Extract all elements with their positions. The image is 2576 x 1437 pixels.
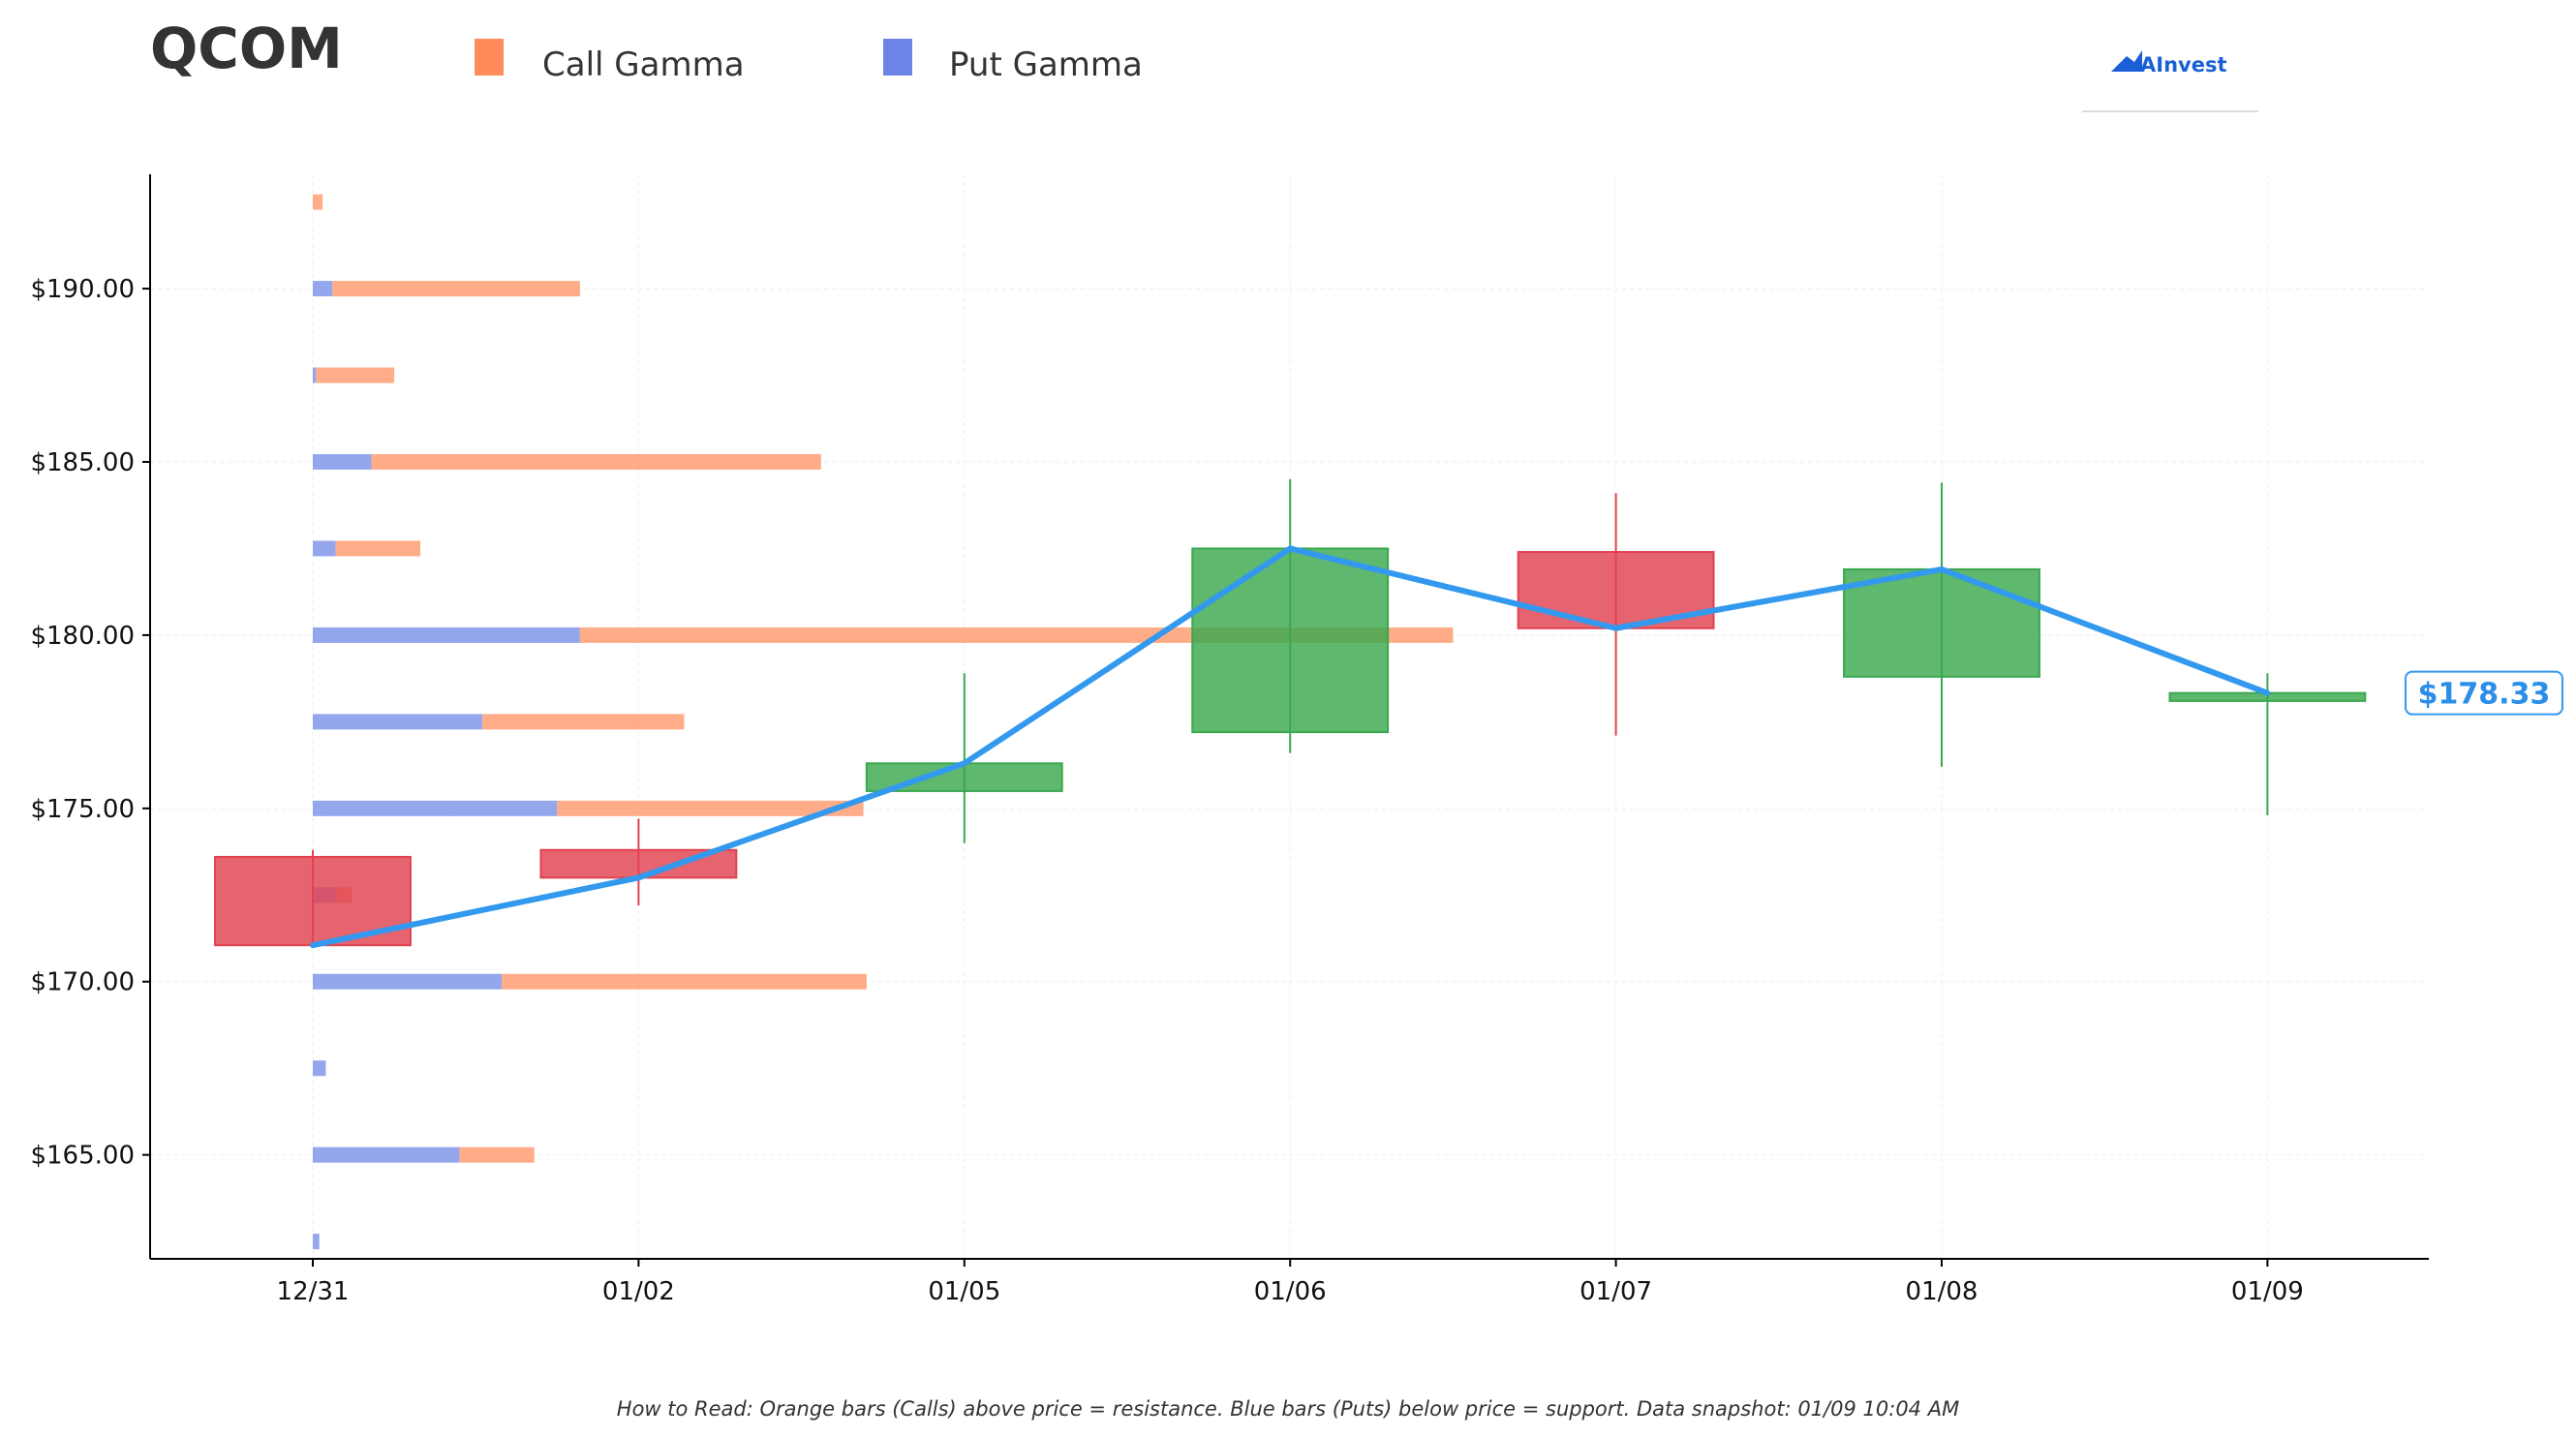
legend-swatch-call [475,39,504,76]
call-gamma-bar [502,973,867,990]
put-gamma-bar [313,1234,320,1250]
put-gamma-bar [313,627,580,643]
put-gamma-bar [313,800,558,816]
y-tick-label: $165.00 [30,1142,135,1171]
put-gamma-bar [313,367,317,383]
candle-body [1843,567,2040,678]
x-tick-label: 12/31 [277,1277,350,1306]
x-tick-label: 01/06 [1254,1277,1327,1306]
x-tick-label: 01/07 [1579,1277,1652,1306]
legend-swatch-put [883,39,912,76]
legend-label-put: Put Gamma [949,46,1143,84]
put-gamma-bar [313,1147,460,1163]
call-gamma-bar [481,714,685,730]
price-line-layer [310,545,2271,949]
y-tick-label: $190.00 [30,275,135,304]
logo-text: AInvest [2140,53,2227,76]
footer-note: How to Read: Orange bars (Calls) above p… [617,1397,1959,1421]
axes: $165.00 $170.00 $175.00 $180.00 $185.00 $190.… [30,174,2429,1306]
y-tick-label: $185.00 [30,448,135,477]
current-price-tag: $178.33 [2405,670,2563,716]
current-price-box [2405,670,2563,716]
candle-body [1191,547,1390,734]
call-gamma-bar [335,540,421,557]
call-gamma-bar [316,367,395,383]
y-tick-label: $180.00 [30,622,135,651]
x-tick-label: 01/08 [1906,1277,1978,1306]
logo-chart-icon [2111,50,2142,72]
brand-logo: AInvest [2082,50,2258,112]
legend-label-call: Call Gamma [542,46,745,84]
y-tick-label: $175.00 [30,795,135,824]
call-gamma-bar [557,800,864,816]
call-gamma-bar [332,281,580,297]
put-gamma-bar [313,540,336,557]
call-gamma-bar [313,194,323,210]
candles [214,478,2367,947]
x-tick-label: 01/05 [928,1277,1000,1306]
x-tick-label: 01/02 [602,1277,675,1306]
call-gamma-bar [371,453,821,470]
call-gamma-bar [459,1147,535,1163]
put-gamma-bar [313,453,372,470]
price-line [310,545,2271,949]
put-gamma-bar [313,281,333,297]
x-tick-label: 01/09 [2231,1277,2304,1306]
put-gamma-bar [313,1060,326,1077]
put-gamma-bar [313,714,482,730]
chart-title: QCOM [150,15,343,81]
y-tick-label: $170.00 [30,968,135,997]
current-price-label: $178.33 [2418,678,2551,712]
put-gamma-bar [313,973,503,990]
legend: Call Gamma Put Gamma [475,39,1143,84]
